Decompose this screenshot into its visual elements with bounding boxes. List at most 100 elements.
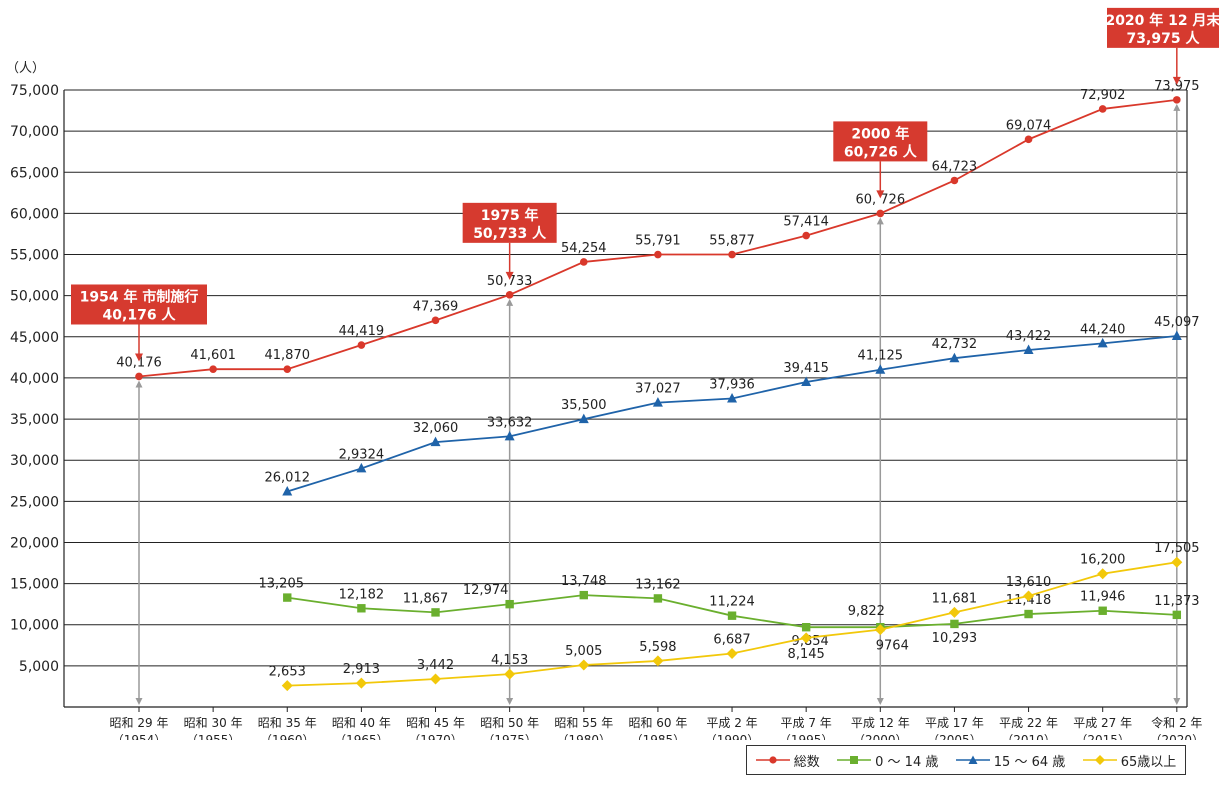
reference-arrow-down	[506, 698, 514, 705]
data-point-age-15-64	[1023, 344, 1034, 354]
data-label: 41,601	[190, 348, 236, 363]
legend-marker-age-0-14	[837, 756, 872, 764]
data-point-total	[209, 365, 217, 374]
data-point-age-0-14	[431, 608, 440, 617]
data-label: 11,946	[1080, 590, 1126, 605]
x-tick-label-year: （2015）	[1075, 733, 1130, 740]
data-point-age-15-64	[430, 436, 441, 447]
data-label: 35,500	[561, 398, 607, 413]
data-point-age-0-14	[283, 593, 292, 602]
reference-arrow-down	[135, 698, 143, 705]
x-tick-label-year: （1985）	[631, 733, 686, 740]
x-tick-label-year: （1975）	[482, 733, 537, 740]
data-point-age-15-64	[504, 430, 515, 441]
data-point-age-0-14	[579, 590, 588, 600]
x-tick-label-year: （2020）	[1150, 733, 1205, 740]
data-point-age-65-plus	[1097, 568, 1109, 580]
data-label: 54,254	[561, 241, 607, 256]
x-tick-label-era: 昭和 35 年	[258, 716, 317, 730]
data-point-total	[357, 341, 366, 349]
data-label: 8,145	[788, 647, 825, 662]
legend-item-age-0-14: 0 ～ 14 歳	[837, 751, 938, 770]
data-point-total	[1173, 96, 1181, 104]
data-point-age-0-14	[653, 594, 663, 603]
data-point-age-15-64	[875, 364, 886, 374]
x-tick-label-era: 平成 7 年	[781, 716, 832, 730]
y-tick-label: 65,000	[10, 165, 59, 181]
data-label: 42,732	[932, 337, 978, 352]
callout-title: 1954 年 市制施行	[80, 288, 199, 305]
legend-label-total: 総数	[793, 754, 820, 770]
data-point-age-0-14	[1098, 606, 1107, 615]
data-label: 2,913	[343, 662, 380, 677]
x-tick-label-era: 平成 12 年	[851, 716, 910, 730]
data-label: 2,653	[269, 665, 306, 680]
data-label: 37,027	[635, 382, 681, 397]
data-label: 5,598	[639, 640, 676, 655]
data-label: 41,870	[265, 348, 311, 363]
data-point-total	[728, 250, 736, 259]
data-label: 10,293	[932, 631, 978, 646]
callout-box	[71, 284, 207, 325]
data-point-age-15-64	[1171, 330, 1182, 340]
data-point-age-65-plus	[281, 680, 293, 692]
data-point-total	[1024, 135, 1033, 144]
data-label: 37,936	[709, 378, 755, 393]
x-tick-label-era: 令和 2 年	[1151, 715, 1202, 730]
x-tick-label-era: 昭和 40 年	[332, 716, 391, 730]
reference-arrow-down	[876, 698, 884, 705]
population-line-chart: 5,000 10,000 15,000 20,000 25,000 30,000 35,00…	[6, 7, 1221, 740]
y-tick-label: 5,000	[19, 659, 59, 675]
data-label: 6,687	[713, 633, 750, 648]
data-point-age-65-plus	[430, 673, 442, 685]
data-label: 39,415	[783, 361, 829, 376]
data-label: 33,632	[487, 415, 533, 430]
data-point-total	[505, 291, 514, 299]
data-point-total	[283, 365, 292, 374]
callout-title: 1975 年	[481, 207, 539, 224]
x-tick-label-era: 昭和 45 年	[406, 716, 465, 730]
data-point-age-65-plus	[874, 624, 886, 636]
x-tick-label-era: 昭和 29 年	[110, 716, 169, 730]
data-point-age-15-64	[652, 397, 663, 407]
y-tick-label: 25,000	[10, 494, 59, 510]
data-point-age-0-14	[727, 611, 737, 620]
reference-arrow-down	[1173, 698, 1181, 705]
y-unit-label: （人）	[6, 61, 45, 76]
callout-box	[462, 202, 557, 243]
legend-item-total: 総数	[755, 751, 820, 770]
y-tick-label: 70,000	[10, 124, 59, 140]
data-point-total	[802, 231, 810, 240]
data-label: 2,9324	[339, 447, 385, 462]
callout-title: 2020 年 12 月末	[1105, 12, 1221, 29]
data-label: 47,369	[413, 299, 459, 314]
data-point-total	[876, 209, 885, 218]
callout-box	[1107, 7, 1219, 48]
callout-title: 2000 年	[851, 125, 909, 142]
y-tick-label: 15,000	[10, 577, 59, 593]
data-point-total	[579, 258, 588, 266]
data-point-total	[431, 316, 440, 325]
data-point-total	[950, 176, 959, 185]
y-tick-label: 75,000	[10, 83, 59, 99]
data-label: 12,182	[339, 587, 385, 602]
data-label: 50,733	[487, 274, 533, 289]
data-label: 55,877	[709, 234, 755, 249]
legend-marker-total	[755, 756, 790, 764]
data-label: 45,097	[1154, 315, 1200, 330]
y-tick-label: 55,000	[10, 248, 59, 264]
x-tick-label-era: 昭和 55 年	[554, 716, 613, 730]
callout-pointer-arrow	[1172, 76, 1181, 85]
data-label: 11,373	[1154, 594, 1200, 609]
data-point-age-65-plus	[578, 659, 590, 671]
data-label: 13,162	[635, 577, 681, 592]
x-tick-label-year: （1965）	[334, 733, 389, 740]
x-tick-label-era: 昭和 60 年	[628, 716, 687, 730]
data-point-total	[1098, 105, 1107, 113]
x-tick-label-year: （1995）	[779, 733, 834, 740]
x-tick-label-era: 平成 22 年	[999, 716, 1058, 730]
data-label: 5,005	[565, 644, 602, 659]
data-label: 43,422	[1006, 329, 1052, 344]
data-point-age-65-plus	[652, 655, 664, 667]
data-label: 41,125	[858, 349, 904, 364]
